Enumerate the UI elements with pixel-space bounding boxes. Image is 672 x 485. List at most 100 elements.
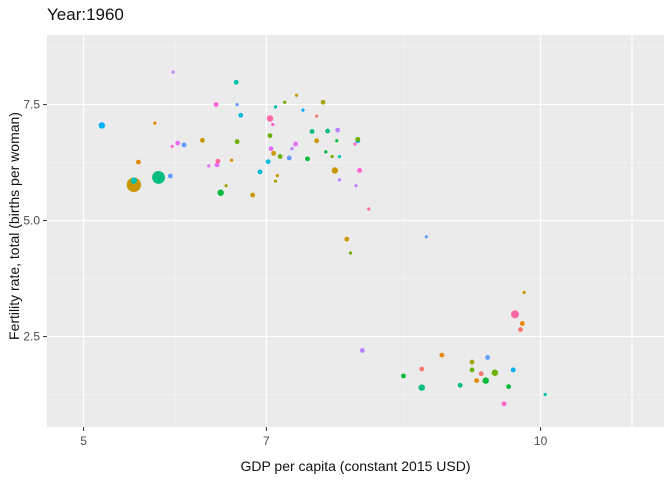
minor-gridlines	[47, 35, 664, 427]
data-point	[401, 373, 406, 379]
data-point	[168, 173, 173, 179]
panel-background	[47, 35, 664, 427]
data-point	[353, 142, 357, 146]
data-point	[230, 158, 234, 162]
data-point	[277, 154, 283, 159]
data-point	[543, 392, 547, 397]
data-point	[348, 251, 353, 255]
data-point	[330, 154, 334, 159]
data-point	[215, 158, 221, 164]
data-point	[482, 377, 489, 384]
data-point	[478, 371, 484, 377]
data-point	[309, 129, 315, 134]
data-point	[457, 382, 463, 388]
data-point	[286, 155, 292, 161]
data-point	[419, 366, 425, 372]
y-tick-label: 7.5	[23, 98, 40, 112]
data-point	[126, 177, 142, 193]
data-point	[518, 327, 523, 332]
data-point	[418, 384, 425, 391]
data-point	[136, 159, 141, 165]
data-point	[355, 136, 361, 142]
data-point	[359, 348, 365, 353]
data-point	[337, 178, 342, 182]
data-point	[315, 114, 319, 118]
chart-title: Year:1960	[47, 5, 124, 24]
data-point	[325, 128, 331, 134]
data-point	[181, 142, 187, 148]
x-axis-label: GDP per capita (constant 2015 USD)	[240, 458, 471, 474]
data-point	[290, 147, 294, 151]
data-point	[324, 150, 328, 154]
data-point	[331, 167, 339, 174]
data-point	[501, 401, 507, 407]
data-point	[250, 192, 256, 198]
data-point	[337, 154, 342, 159]
data-point	[153, 121, 157, 125]
data-point	[511, 310, 520, 319]
data-point	[170, 144, 174, 148]
x-tick-label: 10	[534, 434, 548, 448]
data-point	[314, 138, 320, 144]
y-axis-ticks: 2.5 5.0 7.5	[23, 98, 47, 344]
data-point	[152, 171, 165, 184]
data-point	[354, 184, 358, 188]
data-point	[474, 378, 480, 384]
y-tick-label: 5.0	[23, 214, 40, 228]
data-point	[233, 79, 239, 85]
data-point	[283, 100, 287, 104]
data-point	[469, 367, 475, 373]
data-point	[275, 173, 279, 178]
data-point	[305, 156, 310, 162]
data-point	[266, 115, 274, 122]
data-point	[130, 177, 138, 184]
data-point	[424, 235, 428, 239]
data-point	[273, 105, 278, 109]
data-point	[469, 359, 475, 365]
data-point	[199, 137, 205, 143]
data-point	[335, 139, 339, 143]
data-point	[213, 102, 219, 107]
data-point	[98, 122, 106, 129]
data-point	[519, 321, 525, 326]
data-point	[271, 122, 275, 127]
data-point	[234, 139, 240, 145]
data-point	[271, 150, 277, 156]
data-point	[175, 140, 181, 146]
data-point	[214, 162, 220, 168]
data-point	[257, 169, 263, 175]
data-point	[301, 108, 305, 112]
data-point	[238, 112, 244, 118]
data-points	[98, 70, 547, 407]
data-point	[367, 207, 371, 211]
data-point	[217, 189, 224, 196]
data-point	[267, 133, 273, 139]
data-point	[273, 179, 278, 183]
x-tick-label: 7	[263, 434, 270, 448]
data-point	[344, 236, 350, 242]
data-point	[320, 99, 326, 105]
data-point	[357, 168, 363, 173]
x-tick-label: 5	[80, 434, 87, 448]
data-point	[265, 159, 271, 165]
data-point	[207, 164, 211, 168]
data-point	[293, 141, 299, 147]
data-point	[268, 146, 274, 152]
y-axis-label: Fertility rate, total (births per woman)	[6, 112, 22, 340]
data-point	[522, 290, 526, 295]
data-point	[510, 367, 516, 373]
data-point	[439, 352, 445, 358]
data-point	[235, 102, 239, 107]
x-axis-ticks: 5 7 10	[80, 427, 548, 448]
data-point	[171, 70, 175, 74]
y-tick-label: 2.5	[23, 330, 40, 344]
major-gridlines	[47, 35, 664, 427]
data-point	[485, 355, 490, 360]
data-point	[491, 369, 499, 376]
data-point	[224, 184, 228, 188]
data-point	[335, 127, 341, 133]
data-point	[506, 384, 512, 390]
data-point	[294, 93, 299, 97]
